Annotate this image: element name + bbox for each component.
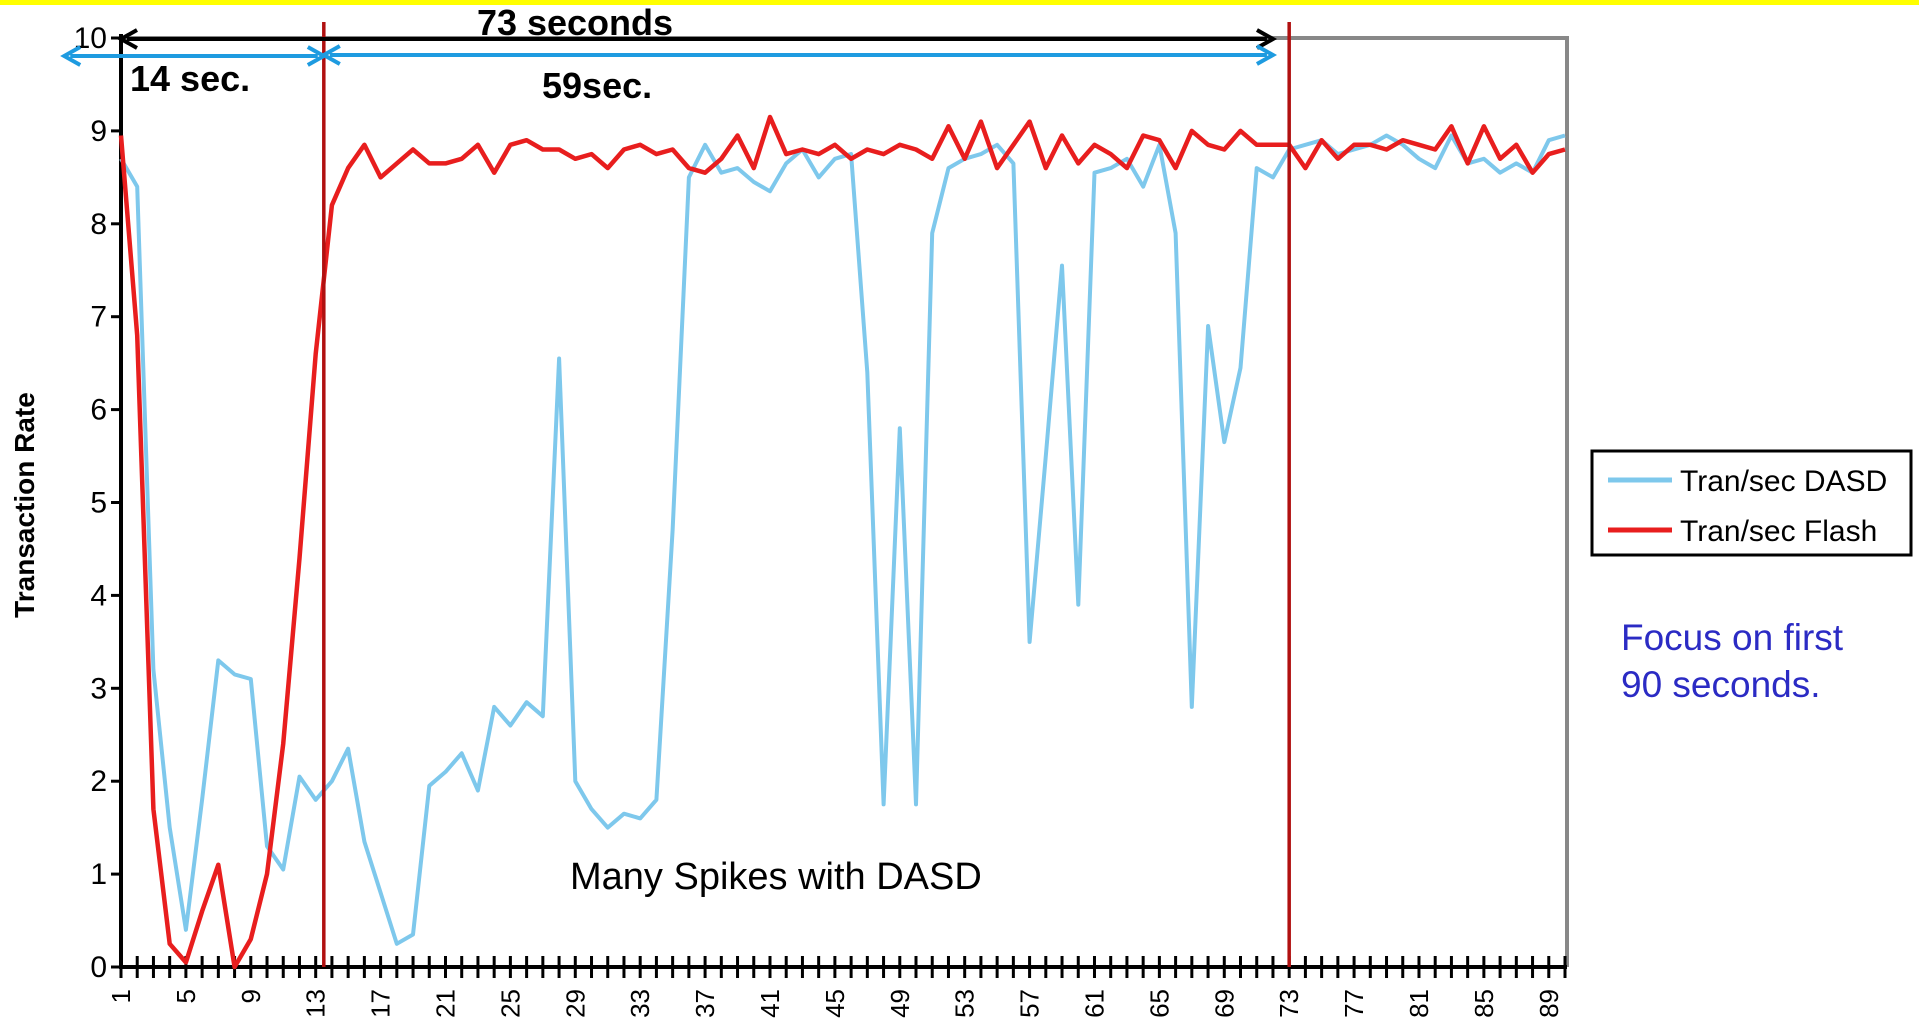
x-tick-label: 21 — [430, 989, 460, 1018]
plot-frame — [121, 36, 1569, 967]
x-tick-label: 77 — [1339, 989, 1369, 1018]
total-duration-arrow — [116, 28, 1278, 50]
x-tick-label: 61 — [1079, 989, 1109, 1018]
x-tick-label: 29 — [560, 989, 590, 1018]
top-highlight-band — [0, 0, 1919, 5]
x-tick-label: 85 — [1469, 989, 1499, 1018]
side-note-line-1: Focus on first — [1621, 617, 1844, 658]
phase1-duration-label: 14 sec. — [130, 58, 250, 99]
x-tick-label: 89 — [1534, 989, 1564, 1018]
phase2-duration-label: 59sec. — [542, 65, 652, 106]
x-tick-label: 65 — [1144, 989, 1174, 1018]
x-tick-label: 9 — [236, 989, 266, 1003]
series-line-flash — [118, 114, 1566, 970]
y-tick-label: 0 — [90, 951, 107, 984]
duration-arrows — [60, 28, 1278, 67]
y-tick-label: 9 — [90, 115, 107, 148]
y-tick-label: 5 — [90, 487, 107, 520]
x-tick-label: 53 — [950, 989, 980, 1018]
x-tick-label: 1 — [106, 989, 136, 1003]
y-tick-label: 4 — [90, 579, 107, 612]
legend: Tran/sec DASD Tran/sec Flash — [1590, 449, 1913, 557]
x-tick-label: 41 — [755, 989, 785, 1018]
x-tick-labels: 1 5 9 13 17 21 25 29 33 37 41 45 49 53 57 61 65 69 73 77 81 8… — [106, 989, 1564, 1018]
y-tick-label: 1 — [90, 858, 107, 891]
legend-label-dasd: Tran/sec DASD — [1680, 465, 1887, 498]
total-duration-arrow-head-left — [116, 28, 138, 50]
x-tick-label: 25 — [495, 989, 525, 1018]
series-lines — [118, 114, 1566, 970]
y-tick-label: 7 — [90, 301, 107, 334]
x-tick-label: 81 — [1404, 989, 1434, 1018]
x-tick-label: 33 — [625, 989, 655, 1018]
y-axis-label: Transaction Rate — [9, 392, 40, 618]
x-tick-label: 57 — [1015, 989, 1045, 1018]
legend-box — [1590, 449, 1913, 557]
x-tick-label: 45 — [820, 989, 850, 1018]
total-duration-arrow-head-right — [1255, 28, 1278, 50]
phase1-duration-arrow-head-left — [60, 45, 82, 67]
side-note-line-2: 90 seconds. — [1621, 664, 1821, 705]
x-tick-label: 49 — [885, 989, 915, 1018]
phase-marker-lines — [322, 22, 1291, 967]
x-tick-label: 5 — [171, 989, 201, 1003]
y-tick-label: 3 — [90, 672, 107, 705]
y-tick-label: 6 — [90, 394, 107, 427]
series-line-dasd — [119, 133, 1566, 946]
spikes-annotation: Many Spikes with DASD — [570, 856, 982, 898]
axes — [111, 34, 1567, 978]
phase2-duration-arrow-head-right — [1255, 44, 1278, 66]
x-tick-label: 73 — [1274, 989, 1304, 1018]
x-tick-label: 13 — [301, 989, 331, 1018]
total-duration-label: 73 seconds — [477, 2, 673, 43]
y-tick-label: 8 — [90, 208, 107, 241]
x-tick-label: 69 — [1209, 989, 1239, 1018]
plot-frame-border — [121, 36, 1569, 967]
phase2-duration-arrow-head-left — [319, 44, 341, 66]
legend-label-flash: Tran/sec Flash — [1680, 515, 1877, 548]
phase2-duration-arrow — [319, 44, 1278, 66]
x-tick-label: 37 — [690, 989, 720, 1018]
x-tick-label: 17 — [366, 989, 396, 1018]
y-tick-label: 2 — [90, 765, 107, 798]
